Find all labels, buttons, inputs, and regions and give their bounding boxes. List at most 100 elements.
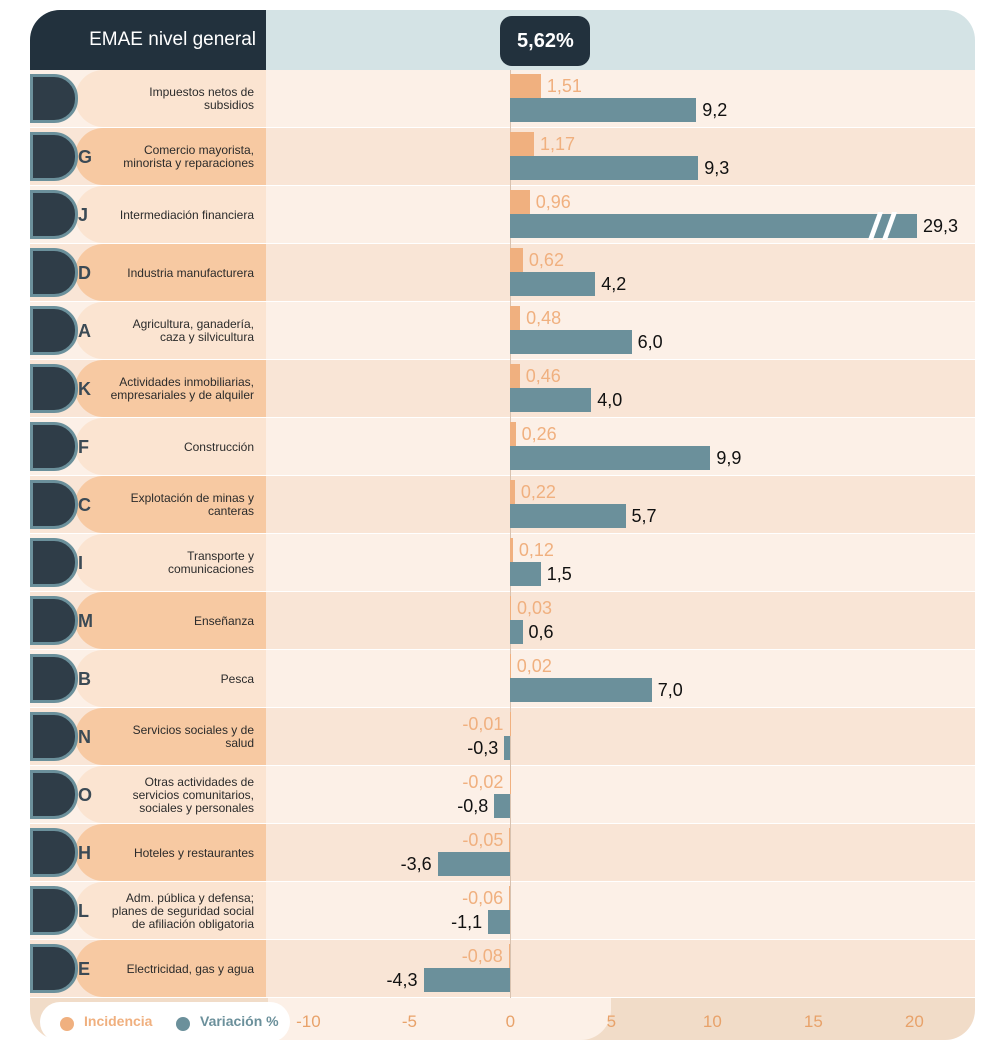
bar (509, 770, 511, 794)
sector-code: O (78, 785, 93, 805)
sector-code: H (78, 843, 91, 863)
bar (510, 654, 512, 678)
icon (30, 306, 78, 355)
bar (510, 596, 512, 620)
value-label: 4,0 (597, 390, 623, 410)
bar (510, 388, 592, 412)
label-bg (75, 70, 266, 127)
value-label: -0,3 (467, 738, 499, 758)
bar (510, 562, 541, 586)
label-bg (75, 824, 266, 881)
bar (510, 712, 512, 736)
sector-code: L (78, 901, 89, 921)
value-label: 1,5 (546, 564, 572, 584)
icon (30, 538, 78, 587)
bar (510, 306, 521, 330)
bar (510, 190, 530, 214)
legend-swatch (176, 1017, 190, 1031)
sector-code: I (78, 553, 84, 573)
sector-code: D (78, 263, 91, 283)
sector-name: Intermediación financiera (119, 207, 254, 222)
bar (510, 422, 516, 446)
label-bg (75, 128, 266, 185)
value-label: -0,02 (462, 772, 504, 792)
header-left (30, 10, 266, 70)
value-label: 7,0 (657, 680, 683, 700)
icon (30, 886, 78, 935)
value-label: 9,2 (702, 100, 728, 120)
x-tick-label: 10 (702, 1012, 722, 1031)
bar (508, 944, 511, 968)
legend-label: Incidencia (84, 1013, 153, 1029)
value-label: -0,01 (462, 714, 504, 734)
sector-name: Transporte y comunicaciones (167, 549, 254, 576)
x-tick-label: 0 (505, 1012, 516, 1031)
value-label: 5,7 (631, 506, 657, 526)
value-label: 0,48 (526, 308, 562, 328)
sector-name: Explotación de minas y canteras (130, 491, 254, 518)
label-bg (75, 186, 266, 243)
icon (30, 944, 78, 993)
bar (510, 364, 520, 388)
label-bg (75, 534, 266, 591)
sector-code: A (78, 321, 91, 341)
label-bg (75, 708, 266, 765)
legend-swatch (60, 1017, 74, 1031)
icon (30, 248, 78, 297)
axis-bg-left (268, 998, 612, 1040)
label-bg (75, 244, 266, 301)
bar (510, 504, 626, 528)
value-label: 0,12 (518, 540, 554, 560)
bar (437, 852, 511, 876)
value-label: 0,62 (528, 250, 564, 270)
value-label: -0,06 (462, 888, 504, 908)
value-label: 0,02 (516, 656, 552, 676)
label-bg (75, 766, 266, 823)
icon (30, 712, 78, 761)
icon (30, 132, 78, 181)
x-tick-label: 15 (803, 1012, 823, 1031)
x-tick-label: 5 (606, 1012, 617, 1031)
sector-name: Pesca (220, 671, 254, 686)
bar (510, 678, 652, 702)
icon (30, 364, 78, 413)
value-label: 29,3 (923, 216, 959, 236)
value-label: 9,3 (704, 158, 730, 178)
bar (488, 910, 511, 934)
sector-name: Electricidad, gas y agua (126, 961, 254, 976)
value-label: -1,1 (451, 912, 483, 932)
label-bg (75, 882, 266, 939)
x-tick-label: 20 (904, 1012, 924, 1031)
value-label: 9,9 (716, 448, 742, 468)
legend-label: Variación % (200, 1013, 279, 1029)
bar (510, 538, 513, 562)
icon (30, 828, 78, 877)
sector-name: Actividades inmobiliarias, empresariales… (110, 375, 254, 402)
sector-code: E (78, 959, 91, 979)
sector-name: Otras actividades de servicios comunitar… (132, 774, 254, 815)
sector-name: Construcción (183, 439, 254, 454)
sector-code: B (78, 669, 91, 689)
bar (510, 620, 523, 644)
icon (30, 596, 78, 645)
label-bg (75, 650, 266, 707)
value-label: 4,2 (601, 274, 627, 294)
sector-name: Impuestos netos de subsidios (149, 85, 254, 112)
bar (510, 480, 515, 504)
icon (30, 480, 78, 529)
icon (30, 654, 78, 703)
bar (510, 272, 596, 296)
x-tick-label: -10 (296, 1012, 321, 1031)
label-bg (75, 940, 266, 997)
sector-name: Comercio mayorista, minorista y reparaci… (123, 143, 254, 170)
chart-title: EMAE nivel general (89, 29, 256, 50)
sector-code: M (78, 611, 93, 631)
bar (510, 214, 917, 238)
icon (30, 190, 78, 239)
value-label: 1,17 (540, 134, 576, 154)
sector-name: Servicios sociales y de salud (132, 723, 254, 750)
bar (510, 248, 523, 272)
label-bg (75, 418, 266, 475)
label-bg (75, 360, 266, 417)
label-bg (75, 476, 266, 533)
